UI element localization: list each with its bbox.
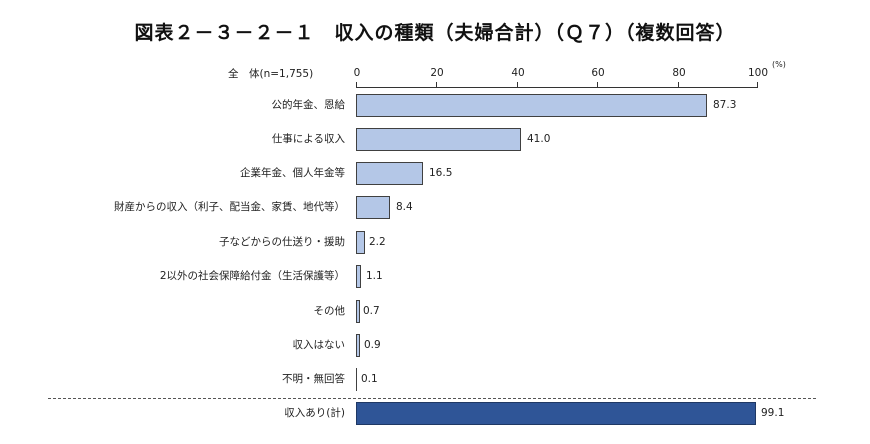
row-label: 2以外の社会保障給付金（生活保護等） xyxy=(159,270,345,282)
chart-title: 図表２－３－２－１ 収入の種類（夫婦合計）（Ｑ７）（複数回答） xyxy=(134,22,736,44)
x-tick-label: 60 xyxy=(591,67,605,79)
bar xyxy=(356,231,365,254)
row-label: 収入はない xyxy=(292,339,346,351)
x-axis-line xyxy=(356,87,758,88)
row-label: その他 xyxy=(313,305,346,317)
x-tick xyxy=(757,82,758,87)
bar xyxy=(356,94,707,117)
bar-value: 99.1 xyxy=(761,407,785,419)
row-label: 子などからの仕送り・援助 xyxy=(219,236,345,248)
x-tick-label: 20 xyxy=(430,67,444,79)
bar xyxy=(356,334,360,357)
summary-divider xyxy=(48,398,816,399)
x-tick xyxy=(678,82,679,87)
row-label: 収入あり(計) xyxy=(284,407,345,419)
x-tick-label: 0 xyxy=(353,67,361,79)
row-label: 公的年金、恩給 xyxy=(271,99,346,111)
total-bar xyxy=(356,402,756,425)
row-label: 仕事による収入 xyxy=(271,133,345,145)
x-tick-label: 40 xyxy=(511,67,525,79)
x-tick xyxy=(436,82,437,87)
bar xyxy=(356,128,521,151)
bar-value: 41.0 xyxy=(527,133,551,145)
x-tick-label: 80 xyxy=(672,67,686,79)
bar xyxy=(356,265,361,288)
bar-value: 8.4 xyxy=(396,201,413,213)
x-axis-unit: (%) xyxy=(772,60,786,69)
bar-value: 87.3 xyxy=(713,99,737,111)
x-tick-label: 100 xyxy=(747,67,769,79)
bar xyxy=(356,196,390,219)
bar-value: 0.7 xyxy=(363,305,380,317)
bar-value: 0.9 xyxy=(364,339,381,351)
bar-value: 2.2 xyxy=(369,236,386,248)
x-tick xyxy=(517,82,518,87)
bar xyxy=(356,162,423,185)
row-label: 企業年金、個人年金等 xyxy=(240,167,345,179)
row-label: 不明・無回答 xyxy=(282,373,345,385)
sample-size-label: 全 体(n=1,755) xyxy=(228,68,314,80)
bar xyxy=(356,368,357,391)
bar-value: 1.1 xyxy=(366,270,383,282)
x-tick xyxy=(597,82,598,87)
bar-value: 0.1 xyxy=(361,373,378,385)
bar-value: 16.5 xyxy=(429,167,453,179)
row-label: 財産からの収入（利子、配当金、家賃、地代等） xyxy=(114,201,345,213)
bar xyxy=(356,300,360,323)
x-tick xyxy=(356,82,357,87)
